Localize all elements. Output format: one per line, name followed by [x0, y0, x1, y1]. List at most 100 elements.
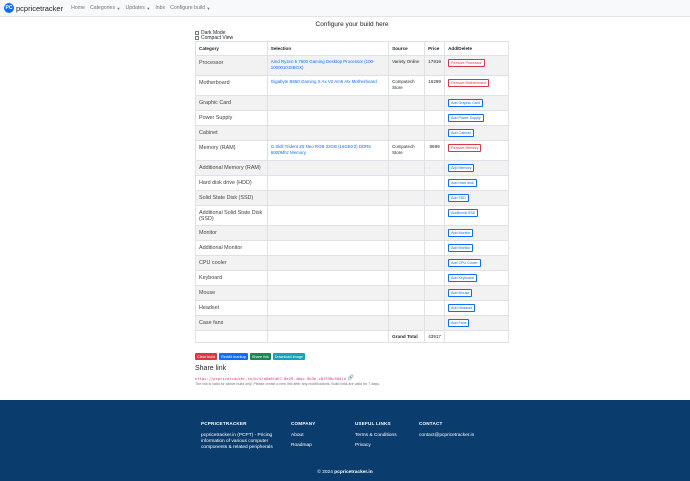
caret-down-icon: ▼	[146, 5, 151, 11]
header-action: Add/Delete	[444, 41, 509, 56]
row-selection-link	[266, 255, 390, 271]
row-category: Case fans	[195, 315, 268, 331]
table-row: Processor Amd Ryzen 5 7600 Gaming Desktop…	[195, 55, 509, 76]
footer-col-contact: CONTACT contact@pcpricetracker.in	[419, 421, 499, 443]
table-row: Cabinet Add Cabinet	[195, 125, 509, 141]
row-action-cell: Remove Processor	[444, 55, 509, 76]
row-action-cell: Add CPU Cooler	[444, 255, 509, 271]
remove-item-button[interactable]: Remove Processor	[448, 59, 485, 67]
add-item-button[interactable]: Add SSD	[448, 194, 469, 202]
row-price	[424, 270, 446, 286]
footer-description: pcpricetracker.in (PCPT) - Pricing infor…	[201, 433, 273, 450]
share-link-heading: Share link	[195, 365, 227, 372]
grand-total-value: 43917	[424, 330, 446, 343]
add-item-button[interactable]: Add Hard disk	[448, 179, 477, 187]
add-item-button[interactable]: Add Keyboard	[448, 274, 477, 282]
compact-view-option[interactable]: Compact View	[195, 34, 509, 41]
footer-heading-pcpricetracker: PCPRICETRACKER	[201, 421, 247, 426]
row-price	[424, 175, 446, 191]
row-selection-link	[266, 225, 390, 241]
nav-categories[interactable]: Categories ▼	[90, 5, 121, 11]
brand-logo-icon: PC	[4, 3, 14, 13]
nav-configure-build-label: Configure build	[170, 5, 206, 11]
row-selection-link[interactable]: G.Skill Trident Z5 Neo RGB 32GB (16GBX2)…	[266, 140, 390, 161]
row-source	[388, 300, 426, 316]
table-row: Power Supply Add Power Supply	[195, 110, 509, 126]
row-selection-link	[266, 205, 390, 226]
row-source: Variety Online	[388, 55, 426, 76]
download-image-button[interactable]: Download image	[272, 353, 306, 360]
table-row: Motherboard Gigabyte B650 Gaming X Ax V2 …	[195, 75, 509, 96]
row-selection-link	[266, 160, 390, 176]
table-row: Headset Add Headset	[195, 300, 509, 316]
footer-col-company: COMPANY About Roadmap	[291, 421, 341, 453]
table-header-row: Category Selection Source Price Add/Dele…	[195, 41, 509, 56]
row-category: Graphic Card	[195, 95, 268, 111]
remove-item-button[interactable]: Remove Motherboard	[448, 79, 489, 87]
navbar: PC pcpricetracker Home Categories ▼ Updat…	[0, 0, 690, 17]
share-link-button[interactable]: Share link	[249, 353, 271, 360]
nav-inbx[interactable]: Inbx	[155, 5, 165, 11]
add-item-button[interactable]: Additional SSD	[448, 209, 479, 217]
footer-link-about[interactable]: About	[291, 433, 304, 438]
caret-down-icon: ▼	[206, 5, 211, 11]
row-action-cell: Add Cabinet	[444, 125, 509, 141]
row-category: Headset	[195, 300, 268, 316]
footer-link-privacy[interactable]: Privacy	[355, 443, 371, 448]
dark-mode-checkbox[interactable]	[195, 30, 199, 35]
row-category: Keyboard	[195, 270, 268, 286]
remove-item-button[interactable]: Remove Memory	[448, 144, 482, 152]
row-price: 9699	[424, 140, 446, 161]
row-selection-link[interactable]: Amd Ryzen 5 7600 Gaming Desktop Processo…	[266, 55, 390, 76]
row-action-cell: Additional SSD	[444, 205, 509, 226]
nav-categories-label: Categories	[89, 5, 116, 11]
grand-total-spacer	[266, 330, 390, 343]
add-item-button[interactable]: Add Headset	[448, 304, 475, 312]
row-price: 17919	[424, 55, 446, 76]
row-price	[424, 255, 446, 271]
row-category: Monitor	[195, 225, 268, 241]
table-row: Additional Monitor Add Monitor	[195, 240, 509, 256]
row-price	[424, 125, 446, 141]
row-price	[424, 225, 446, 241]
add-item-button[interactable]: Add Memory	[448, 164, 475, 172]
add-item-button[interactable]: Add Power Supply	[448, 114, 484, 122]
row-category: Processor	[195, 55, 268, 76]
nav-home-label: Home	[71, 5, 85, 11]
table-row: CPU cooler Add CPU Cooler	[195, 255, 509, 271]
row-price	[424, 95, 446, 111]
row-category: Cabinet	[195, 125, 268, 141]
compact-view-label: Compact View	[201, 34, 234, 41]
link-icon[interactable]: 🔗	[347, 375, 355, 381]
row-price	[424, 315, 446, 331]
footer-link-terms[interactable]: Terms & Conditions	[355, 433, 397, 438]
add-item-button[interactable]: Add Monitor	[448, 229, 474, 237]
brand-name: pcpricetracker	[16, 3, 64, 13]
row-action-cell: Remove Memory	[444, 140, 509, 161]
footer-contact-email[interactable]: contact@pcpricetracker.in	[419, 433, 475, 438]
nav-configure-build[interactable]: Configure build ▼	[170, 5, 210, 11]
row-selection-link[interactable]: Gigabyte B650 Gaming X Ax V2 Am5 Atx Mot…	[266, 75, 390, 96]
compact-view-checkbox[interactable]	[195, 35, 199, 40]
row-category: Memory (RAM)	[195, 140, 268, 161]
copyright-site[interactable]: pcpricetracker.in	[334, 470, 373, 475]
nav-home[interactable]: Home	[71, 5, 85, 11]
add-item-button[interactable]: Add Monitor	[448, 244, 474, 252]
add-item-button[interactable]: Add CPU Cooler	[448, 259, 481, 267]
table-row: Solid State Disk (SSD) Add SSD	[195, 190, 509, 206]
row-category: Solid State Disk (SSD)	[195, 190, 268, 206]
clear-build-button[interactable]: Clear build	[195, 353, 218, 360]
add-item-button[interactable]: Add Graphic Card	[448, 99, 483, 107]
nav-inbx-label: Inbx	[155, 5, 166, 11]
add-item-button[interactable]: Add Cabinet	[448, 129, 474, 137]
footer-link-roadmap[interactable]: Roadmap	[291, 443, 312, 448]
dark-mode-option[interactable]: Dark Mode	[195, 30, 509, 36]
table-row: Case fans Add Fans	[195, 315, 509, 331]
reddit-markup-button[interactable]: Reddit markup	[219, 353, 248, 360]
add-item-button[interactable]: Add Fans	[448, 319, 470, 327]
share-url[interactable]: https://pcpricetracker.in/b/s/a6a8fa67-8…	[195, 375, 346, 381]
row-price	[424, 285, 446, 301]
add-item-button[interactable]: Add Mouse	[448, 289, 473, 297]
nav-updates[interactable]: Updates ▼	[126, 5, 151, 11]
brand-link[interactable]: PC pcpricetracker	[4, 3, 63, 13]
